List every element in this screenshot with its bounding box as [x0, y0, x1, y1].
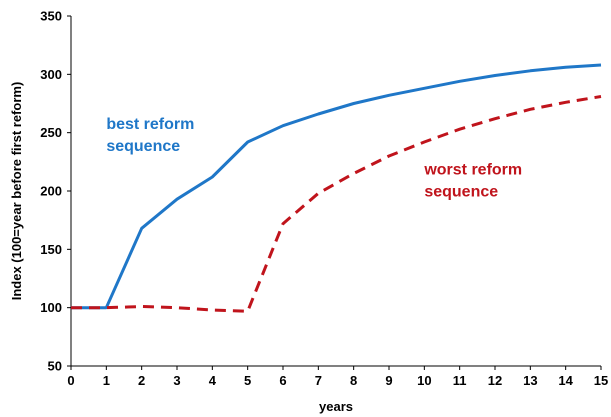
y-tick-label: 250	[40, 125, 62, 140]
series-line-2	[71, 95, 602, 313]
x-tick-label: 1	[103, 373, 110, 388]
x-tick-label: 4	[209, 373, 217, 388]
series-line-1	[71, 63, 602, 310]
annotations: best reform sequence worst reform sequence	[106, 116, 522, 201]
x-tick-label: 8	[350, 373, 357, 388]
y-tick-label: 50	[48, 359, 62, 374]
y-ticks: 50 100 150 200 250 300 350	[40, 9, 71, 374]
x-tick-label: 15	[594, 373, 608, 388]
series-label-2: worst reform sequence	[423, 162, 522, 201]
x-tick-label: 3	[173, 373, 180, 388]
x-tick-label: 5	[244, 373, 251, 388]
x-tick-label: 11	[453, 373, 467, 388]
y-tick-label: 100	[40, 300, 62, 315]
y-tick-label: 150	[40, 242, 62, 257]
y-tick-label: 200	[40, 184, 62, 199]
x-tick-label: 6	[279, 373, 286, 388]
x-axis-title: years	[319, 399, 353, 414]
x-tick-label: 14	[558, 373, 573, 388]
axes	[70, 16, 601, 367]
x-tick-label: 7	[315, 373, 322, 388]
x-tick-label: 10	[417, 373, 431, 388]
x-tick-label: 0	[67, 373, 74, 388]
series-label-1: best reform sequence	[106, 116, 194, 155]
x-tick-label: 13	[523, 373, 537, 388]
x-tick-label: 2	[138, 373, 145, 388]
x-ticks: 0 1 2 3 4 5 6 7 8 9 10 11 12 13 14 15	[67, 366, 608, 388]
series-layer	[71, 63, 602, 313]
x-tick-label: 9	[385, 373, 392, 388]
y-tick-label: 300	[40, 67, 62, 82]
y-axis-title: Index (100=year before first reform)	[9, 82, 24, 301]
x-tick-label: 12	[488, 373, 502, 388]
y-tick-label: 350	[40, 9, 62, 24]
